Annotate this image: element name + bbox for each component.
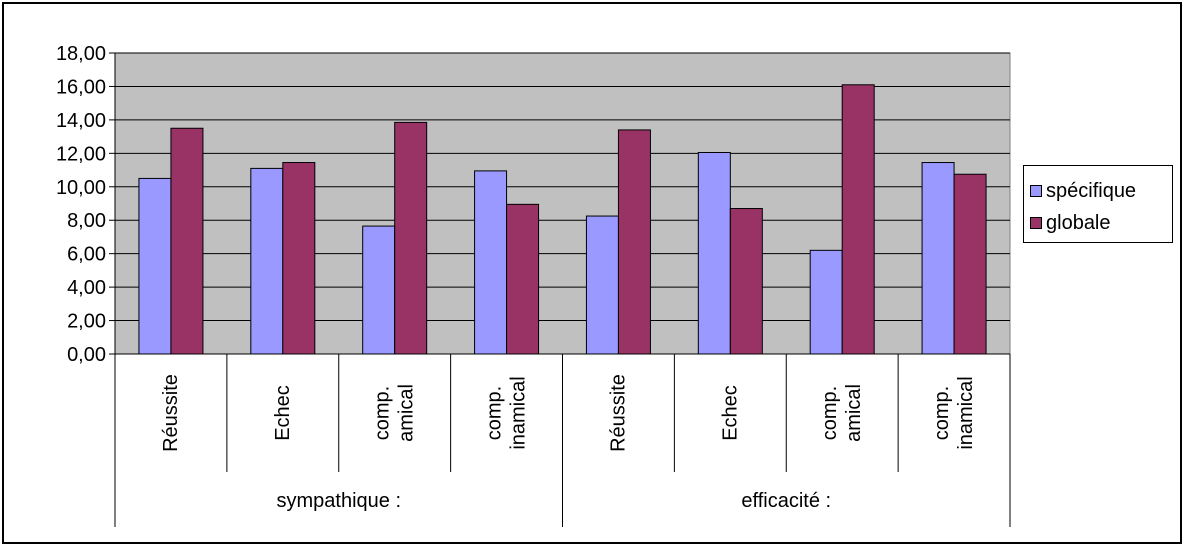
bar-globale xyxy=(282,162,316,355)
x-category-label: inamical xyxy=(508,376,530,449)
legend-label-specifique: spécifique xyxy=(1046,179,1137,202)
legend-swatch-specifique xyxy=(1030,185,1042,197)
bar-specifique xyxy=(138,177,172,355)
bar-globale xyxy=(617,129,651,355)
legend-swatch-globale xyxy=(1030,217,1042,229)
bar-globale xyxy=(394,121,428,355)
x-category-label: comp. xyxy=(931,386,953,440)
y-tick-label: 4,00 xyxy=(67,277,106,299)
bar-specifique xyxy=(809,249,843,355)
x-category-labels: Réussite Echec comp. amical comp. inamical Réu… xyxy=(160,374,977,452)
x-category-label: amical xyxy=(843,384,865,442)
bar-globale xyxy=(506,203,540,355)
legend-item-specifique: spécifique xyxy=(1030,178,1136,204)
x-category-label: inamical xyxy=(955,376,977,449)
x-category-label: comp. xyxy=(372,386,394,440)
x-group-label: sympathique : xyxy=(276,490,401,512)
x-category-label: Réussite xyxy=(160,374,182,452)
x-group-labels: sympathique : efficacité : xyxy=(276,490,831,512)
bar-specifique xyxy=(697,151,731,355)
bar-specifique xyxy=(921,162,955,355)
bar-specifique xyxy=(362,225,396,355)
bar-globale xyxy=(841,84,875,355)
y-tick-label: 0,00 xyxy=(67,344,106,366)
legend: spécifique globale xyxy=(1023,165,1173,243)
y-tick-label: 8,00 xyxy=(67,210,106,232)
x-category-label: comp. xyxy=(819,386,841,440)
y-tick-label: 16,00 xyxy=(56,76,106,98)
x-group-label: efficacité : xyxy=(741,490,831,512)
bars xyxy=(138,84,987,355)
y-tick-labels: 0,00 2,00 4,00 6,00 8,00 10,00 12,00 14,00 16,00… xyxy=(56,43,106,366)
y-tick-label: 2,00 xyxy=(67,311,106,333)
plot-area xyxy=(114,52,1011,355)
x-category-label: Echec xyxy=(272,385,294,441)
bar-specifique xyxy=(585,215,619,355)
legend-item-globale: globale xyxy=(1030,210,1111,236)
y-tick-label: 14,00 xyxy=(56,110,106,132)
y-tick-label: 10,00 xyxy=(56,177,106,199)
legend-label-globale: globale xyxy=(1046,211,1111,234)
x-category-label: amical xyxy=(396,384,418,442)
y-tick-label: 12,00 xyxy=(56,143,106,165)
bar-globale xyxy=(170,127,204,355)
y-tick-label: 6,00 xyxy=(67,244,106,266)
x-category-label: Réussite xyxy=(607,374,629,452)
y-tick-label: 18,00 xyxy=(56,43,106,65)
bar-specifique xyxy=(474,170,508,355)
x-category-label: comp. xyxy=(484,386,506,440)
bar-globale xyxy=(953,173,987,355)
x-category-label: Echec xyxy=(719,385,741,441)
bar-globale xyxy=(729,208,763,355)
axes xyxy=(109,52,1011,527)
bar-specifique xyxy=(250,167,284,355)
